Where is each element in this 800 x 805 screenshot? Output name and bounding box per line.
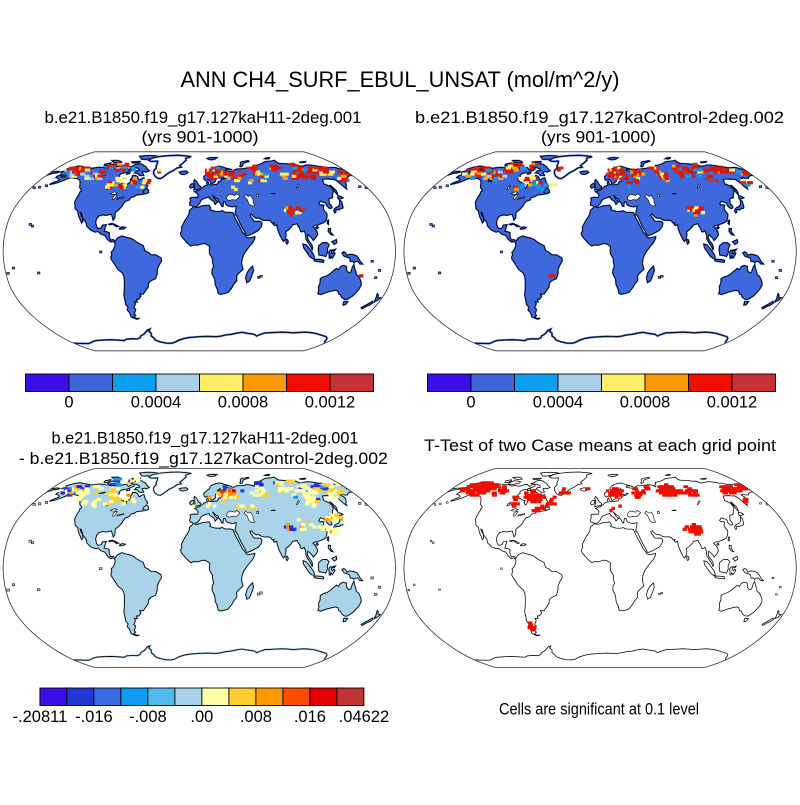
svg-text:ANN CH4_SURF_EBUL_UNSAT (mol/m: ANN CH4_SURF_EBUL_UNSAT (mol/m^2/y) [181,67,620,92]
svg-text:T-Test of two Case means at ea: T-Test of two Case means at each grid po… [424,436,776,455]
svg-text:b.e21.B1850.f19_g17.127kaContr: b.e21.B1850.f19_g17.127kaControl-2deg.00… [415,109,784,127]
svg-text:-.20811: -.20811 [13,708,68,726]
svg-text:(yrs 901-1000): (yrs 901-1000) [142,129,259,147]
svg-text:-.016: -.016 [75,708,113,726]
svg-text:- b.e21.B1850.f19_g17.127kaCon: - b.e21.B1850.f19_g17.127kaControl-2deg.… [19,450,388,468]
svg-text:.008: .008 [240,708,272,726]
svg-text:0: 0 [466,394,475,412]
svg-text:.04622: .04622 [339,708,389,726]
svg-text:0.0004: 0.0004 [533,394,583,412]
svg-text:0.0012: 0.0012 [305,394,355,412]
svg-text:0.0004: 0.0004 [131,394,181,412]
svg-text:0.0008: 0.0008 [218,394,268,412]
svg-text:Cells are significant at 0.1 l: Cells are significant at 0.1 level [499,700,699,718]
svg-text:0.0012: 0.0012 [707,394,757,412]
svg-text:.016: .016 [294,708,326,726]
svg-text:b.e21.B1850.f19_g17.127kaH11-2: b.e21.B1850.f19_g17.127kaH11-2deg.001 [52,430,359,448]
svg-text:(yrs 901-1000): (yrs 901-1000) [541,129,656,147]
svg-text:b.e21.B1850.f19_g17.127kaH11-2: b.e21.B1850.f19_g17.127kaH11-2deg.001 [45,109,362,127]
svg-text:.00: .00 [190,708,213,726]
svg-text:0: 0 [64,394,73,412]
svg-text:-.008: -.008 [129,708,167,726]
svg-text:0.0008: 0.0008 [620,394,670,412]
